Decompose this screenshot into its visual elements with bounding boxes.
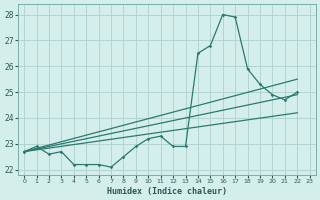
X-axis label: Humidex (Indice chaleur): Humidex (Indice chaleur) bbox=[107, 187, 227, 196]
